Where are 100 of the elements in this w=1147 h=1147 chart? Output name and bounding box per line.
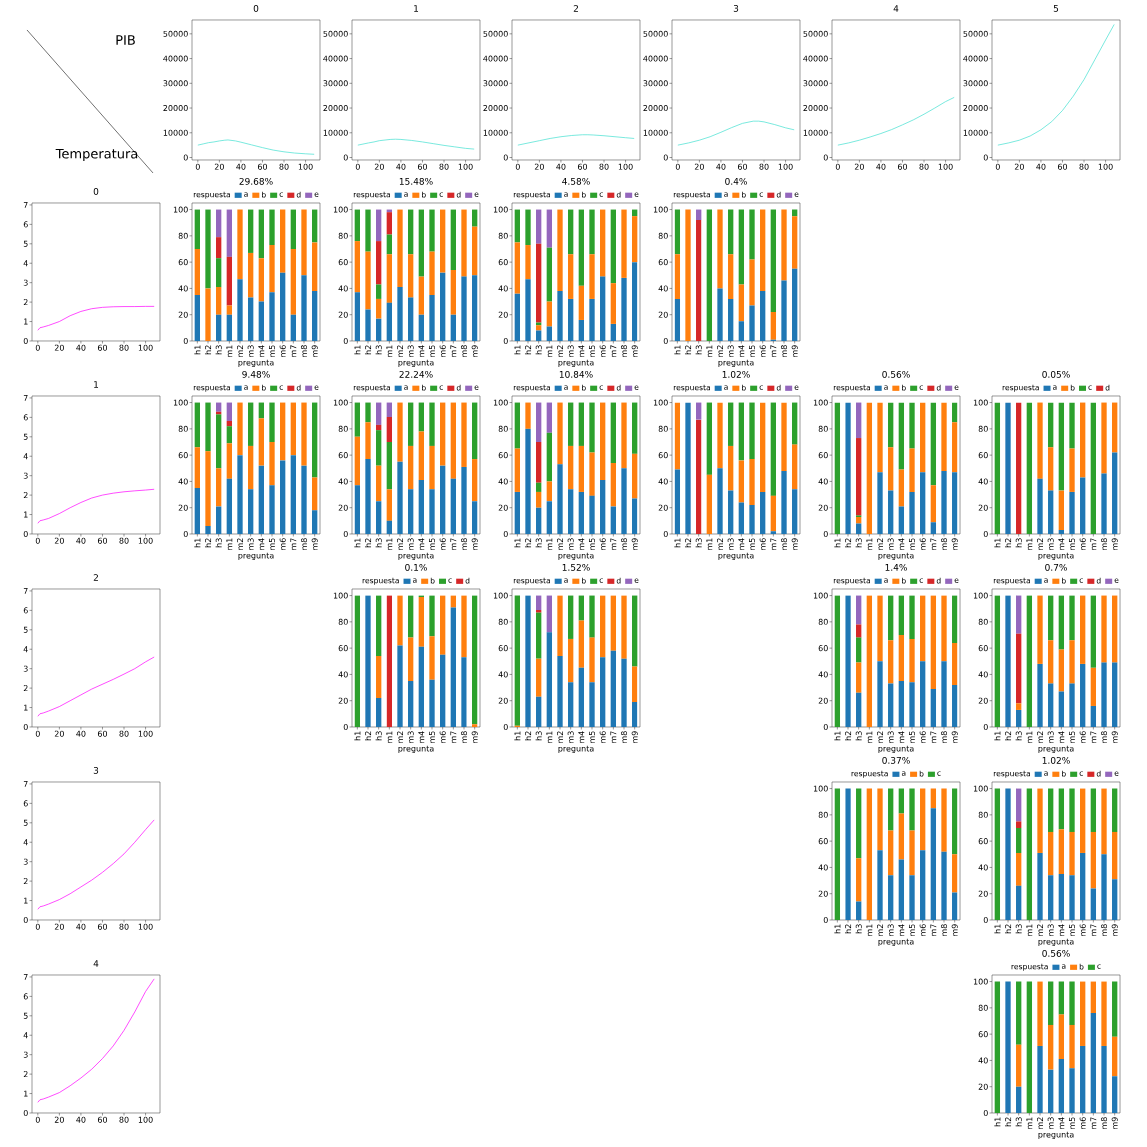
y-tick-label: 100: [333, 592, 348, 599]
x-tick-label: h3: [1015, 731, 1022, 741]
bar: [216, 258, 222, 288]
x-tick-label: 20: [214, 163, 224, 170]
y-tick-label: 40: [978, 1057, 988, 1064]
bar: [930, 485, 937, 523]
y-tick-label: 80: [978, 1004, 988, 1011]
x-tick-label: m2: [1037, 731, 1043, 743]
bar: [920, 402, 926, 473]
bar: [429, 679, 435, 727]
bar: [909, 788, 915, 831]
line-series: [37, 978, 155, 1103]
bar: [952, 642, 958, 685]
y-tick-label: 60: [338, 259, 348, 266]
bar: [365, 459, 371, 534]
bar: [1080, 1045, 1086, 1113]
x-tick-label: m1: [546, 345, 553, 357]
x-axis-title: pregunta: [398, 745, 434, 754]
bar: [237, 455, 243, 534]
bar: [1058, 402, 1065, 491]
y-tick-label: 60: [658, 452, 668, 459]
bar: [408, 637, 414, 681]
bar: [1016, 788, 1022, 822]
x-tick-label: m2: [557, 731, 563, 743]
bar: [1112, 879, 1118, 920]
x-tick-label: 0: [35, 537, 40, 544]
bar: [418, 402, 425, 432]
x-tick-label: 60: [97, 344, 108, 351]
y-tick-label: 20: [818, 504, 828, 511]
bar: [888, 830, 894, 876]
y-tick-label: 50000: [643, 30, 668, 37]
y-tick-label: 50000: [163, 30, 188, 37]
bar: [354, 402, 361, 437]
y-tick-label: 80: [338, 232, 348, 239]
bar: [845, 595, 851, 727]
chart-title: 2: [573, 5, 578, 12]
bar: [898, 813, 905, 860]
bar: [728, 445, 734, 491]
bar: [674, 402, 681, 470]
x-tick-label: 20: [54, 923, 64, 930]
bar: [461, 466, 467, 534]
bar: [632, 702, 638, 727]
x-tick-label: m1: [866, 538, 873, 550]
x-tick-label: 0: [515, 163, 520, 170]
x-tick-label: m9: [951, 538, 958, 550]
y-tick-label: 0: [23, 723, 28, 730]
x-tick-label: m1: [226, 538, 233, 550]
x-tick-label: m2: [237, 538, 243, 550]
bar: [1016, 709, 1022, 727]
y-tick-label: 20: [338, 504, 348, 511]
x-tick-label: m6: [1079, 731, 1086, 743]
x-tick-label: m7: [290, 345, 297, 357]
x-tick-label: m1: [546, 731, 553, 743]
y-tick-label: 0: [343, 154, 348, 161]
bar: [920, 595, 926, 662]
y-tick-label: 4: [23, 839, 28, 846]
y-tick-label: 40: [658, 285, 668, 292]
bar: [856, 438, 862, 516]
bar: [568, 445, 574, 490]
y-tick-label: 60: [338, 645, 348, 652]
x-tick-label: 100: [138, 537, 153, 544]
y-tick-label: 5: [23, 819, 28, 826]
x-tick-label: m3: [887, 538, 894, 550]
bar: [536, 595, 542, 611]
bar: [941, 851, 947, 920]
x-axis-title: pregunta: [878, 938, 914, 947]
bar: [1069, 448, 1075, 492]
bar: [1058, 595, 1065, 650]
bar: [376, 465, 382, 502]
bar: [706, 474, 713, 534]
bar: [696, 220, 702, 341]
x-tick-label: 80: [279, 163, 289, 170]
bar: [1069, 683, 1075, 727]
y-tick-label: 1: [24, 897, 28, 904]
bar: [536, 402, 542, 442]
chart-title: 0: [253, 4, 259, 12]
y-tick-label: 20000: [483, 105, 508, 112]
x-tick-label: m7: [610, 731, 617, 743]
x-tick-label: m9: [471, 538, 478, 550]
bar: [898, 788, 905, 814]
x-tick-label: h2: [204, 345, 212, 355]
bar: [546, 432, 553, 482]
bar: [1026, 402, 1033, 534]
bar: [952, 854, 958, 893]
y-tick-label: 0: [23, 530, 28, 537]
bar: [952, 422, 958, 473]
bar: [770, 312, 777, 340]
bar: [237, 279, 243, 341]
bar: [717, 288, 723, 341]
y-tick-label: 20000: [803, 105, 828, 112]
x-tick-label: m2: [397, 345, 403, 357]
bar: [408, 402, 414, 446]
bar: [237, 209, 243, 280]
y-tick-label: 100: [653, 399, 668, 406]
bar: [226, 402, 232, 421]
bar: [941, 470, 947, 534]
x-tick-label: m3: [407, 538, 414, 550]
bar: [674, 209, 681, 255]
bar: [450, 270, 457, 315]
bar: [1080, 595, 1086, 664]
